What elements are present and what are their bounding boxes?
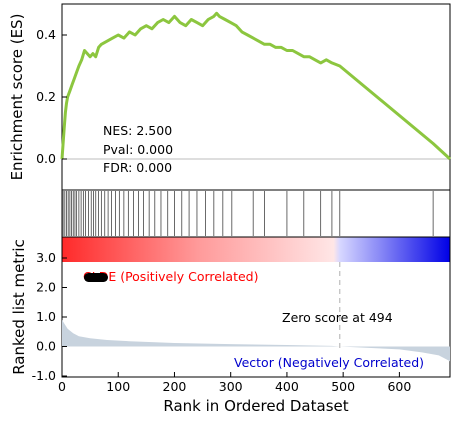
metric-y-tick-label: 3.0 xyxy=(36,250,56,265)
metric-y-axis-label: Ranked list metric xyxy=(10,239,28,375)
enrichment-score-curve xyxy=(60,11,452,161)
nes-stat: NES: 2.500 xyxy=(103,123,172,138)
metric-x-ticks: 0 100 200 300 400 500 600 xyxy=(58,372,411,394)
metric-y-tick-label: 2.0 xyxy=(36,280,56,295)
metric-frame xyxy=(61,236,451,378)
x-tick-label: 500 xyxy=(331,379,355,394)
x-tick-label: 400 xyxy=(275,379,299,394)
es-y-tick-label: 0.2 xyxy=(36,89,56,104)
positive-correlation-label: CLDE (Positively Correlated) xyxy=(83,269,258,284)
metric-panel: -1.0 0.0 1.0 2.0 3.0 0 100 200 300 400 500 600 CLD… xyxy=(10,236,451,415)
ranked-colorbar xyxy=(62,237,450,262)
hits-frame xyxy=(61,189,451,238)
colorbar-panel xyxy=(62,237,450,262)
es-y-ticks: 0.0 0.2 0.4 xyxy=(36,27,67,166)
negative-correlation-label: Vector (Negatively Correlated) xyxy=(234,355,424,370)
pval-stat: Pval: 0.000 xyxy=(103,142,173,157)
x-tick-label: 300 xyxy=(219,379,243,394)
fdr-stat: FDR: 0.000 xyxy=(103,160,172,175)
metric-y-tick-label: 1.0 xyxy=(36,309,56,324)
hits-panel xyxy=(61,189,451,238)
metric-y-ticks: -1.0 0.0 1.0 2.0 3.0 xyxy=(32,250,67,383)
x-axis-label: Rank in Ordered Dataset xyxy=(163,397,348,415)
es-panel: 0.0 0.2 0.4 Enrichment score (ES) NES: 2.5… xyxy=(8,3,452,191)
x-tick-label: 0 xyxy=(58,379,66,394)
x-tick-label: 600 xyxy=(387,379,411,394)
es-y-axis-label: Enrichment score (ES) xyxy=(8,14,26,181)
es-y-tick-label: 0.0 xyxy=(36,151,56,166)
es-y-tick-label: 0.4 xyxy=(36,27,56,42)
hit-lines xyxy=(62,191,434,236)
x-tick-label: 200 xyxy=(163,379,187,394)
marker-overlay xyxy=(84,273,108,282)
metric-y-tick-label: 0.0 xyxy=(36,339,56,354)
zero-score-label: Zero score at 494 xyxy=(282,310,393,325)
x-tick-label: 100 xyxy=(106,379,130,394)
metric-y-tick-label: -1.0 xyxy=(32,368,56,383)
